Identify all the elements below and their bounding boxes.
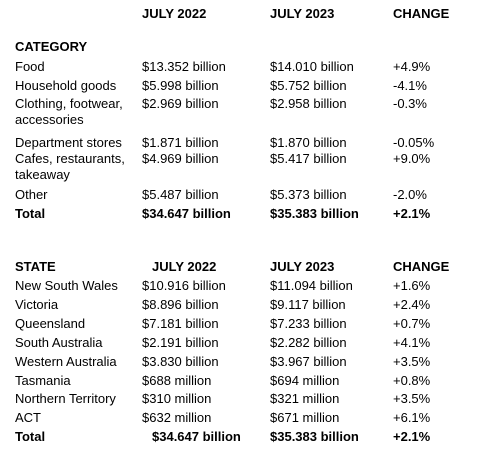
row-label: Western Australia	[15, 354, 117, 369]
cell: $694 million	[270, 373, 340, 388]
cell: $2.958 billion	[270, 96, 347, 111]
cell: $632 million	[142, 410, 212, 425]
column-header: JULY 2022	[142, 6, 207, 21]
total-cell: Total	[15, 206, 46, 221]
cell: $671 million	[270, 410, 340, 425]
column-header: CHANGE	[393, 259, 450, 274]
cell: $1.871 billion	[142, 135, 219, 150]
row-label: New South Wales	[15, 278, 118, 293]
total-cell: $34.647 billion	[142, 206, 231, 221]
cell: $1.870 billion	[270, 135, 347, 150]
cell: $4.969 billion	[142, 151, 219, 166]
row-label: Tasmania	[15, 373, 71, 388]
cell: $3.830 billion	[142, 354, 219, 369]
cell: +0.8%	[393, 373, 431, 388]
cell: +1.6%	[393, 278, 431, 293]
cell: +9.0%	[393, 151, 431, 166]
column-header: JULY 2023	[270, 259, 335, 274]
section-title: CATEGORY	[15, 39, 88, 54]
row-label: Victoria	[15, 297, 59, 312]
cell: +3.5%	[393, 354, 431, 369]
total-cell: $35.383 billion	[270, 206, 359, 221]
row-label: Household goods	[15, 78, 117, 93]
total-cell: $35.383 billion	[270, 429, 359, 444]
cell: +6.1%	[393, 410, 431, 425]
cell: $5.373 billion	[270, 187, 347, 202]
row-label: Department stores	[15, 135, 122, 150]
cell: $5.417 billion	[270, 151, 347, 166]
cell: +4.1%	[393, 335, 431, 350]
cell: $7.233 billion	[270, 316, 347, 331]
column-header: JULY 2022	[152, 259, 217, 274]
cell: $688 million	[142, 373, 212, 388]
cell: $7.181 billion	[142, 316, 219, 331]
cell: -0.3%	[393, 96, 427, 111]
cell: $8.896 billion	[142, 297, 219, 312]
cell: $14.010 billion	[270, 59, 354, 74]
cell: $2.282 billion	[270, 335, 347, 350]
cell: $310 million	[142, 391, 212, 406]
cell: $10.916 billion	[142, 278, 226, 293]
cell: $321 million	[270, 391, 340, 406]
row-label: Northern Territory	[15, 391, 116, 406]
row-label: ACT	[15, 410, 41, 425]
cell: -2.0%	[393, 187, 427, 202]
cell: $2.969 billion	[142, 96, 219, 111]
column-header: CHANGE	[393, 6, 450, 21]
section-title: STATE	[15, 259, 56, 274]
cell: $9.117 billion	[270, 297, 346, 312]
cell: $5.487 billion	[142, 187, 219, 202]
cell: $5.752 billion	[270, 78, 347, 93]
row-label: Cafes, restaurants, takeaway	[15, 151, 125, 182]
row-label: South Australia	[15, 335, 103, 350]
total-cell: +2.1%	[393, 429, 431, 444]
column-header: JULY 2023	[270, 6, 335, 21]
cell: -4.1%	[393, 78, 427, 93]
cell: +4.9%	[393, 59, 431, 74]
cell: $13.352 billion	[142, 59, 226, 74]
cell: $3.967 billion	[270, 354, 347, 369]
cell: +0.7%	[393, 316, 431, 331]
cell: -0.05%	[393, 135, 435, 150]
total-cell: +2.1%	[393, 206, 431, 221]
cell: +2.4%	[393, 297, 431, 312]
cell: $11.094 billion	[270, 278, 353, 293]
row-label: Clothing, footwear, accessories	[15, 96, 123, 127]
row-label: Food	[15, 59, 45, 74]
total-cell: $34.647 billion	[152, 429, 241, 444]
cell: +3.5%	[393, 391, 431, 406]
cell: $5.998 billion	[142, 78, 219, 93]
cell: $2.191 billion	[142, 335, 219, 350]
row-label: Other	[15, 187, 48, 202]
row-label: Queensland	[15, 316, 86, 331]
total-cell: Total	[15, 429, 46, 444]
